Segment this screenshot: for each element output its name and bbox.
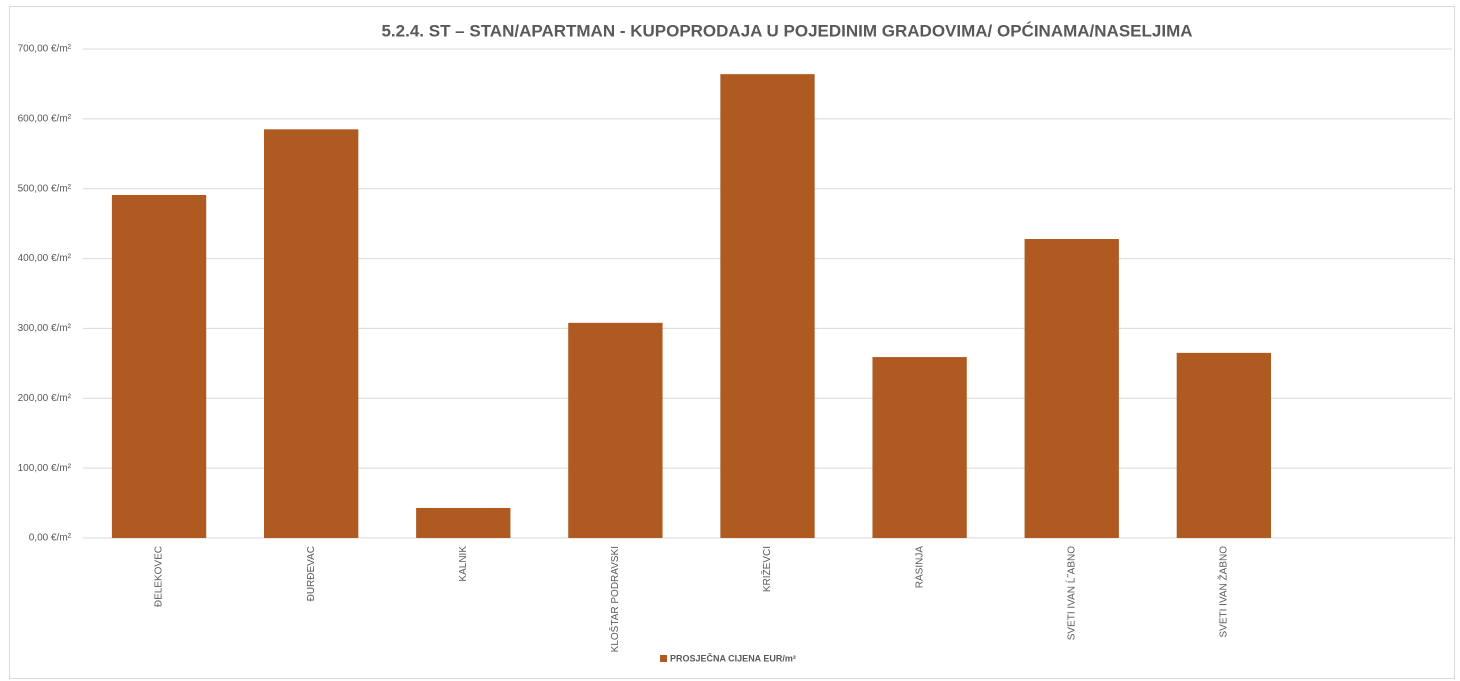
y-tick-label: 600,00 €/m² <box>18 113 72 124</box>
y-tick-label: 400,00 €/m² <box>18 253 72 264</box>
bar <box>1024 239 1119 539</box>
x-tick-label: SVETI IVAN ŽABNO <box>1216 546 1229 638</box>
y-tick-label: 700,00 €/m² <box>18 44 72 55</box>
x-tick-label: KALNIK <box>458 546 469 582</box>
bar <box>264 129 359 539</box>
legend-swatch <box>660 655 667 662</box>
x-tick-label: SVETI IVAN Ĺ˝ABNO <box>1064 546 1077 641</box>
x-tick-label: KLOŠTAR PODRAVSKI <box>608 546 621 652</box>
x-tick-label: RASINJA <box>914 546 925 589</box>
bar <box>111 195 207 538</box>
bar <box>720 74 815 539</box>
chart-title: 5.2.4. ST – STAN/APARTMAN - KUPOPRODAJA … <box>381 21 1192 40</box>
y-tick-label: 200,00 €/m² <box>18 393 72 404</box>
legend-label: PROSJEČNA CIJENA EUR/m² <box>670 652 796 663</box>
bar <box>416 507 511 538</box>
y-tick-label: 0,00 €/m² <box>29 533 72 544</box>
y-tick-label: 300,00 €/m² <box>18 323 72 334</box>
bar <box>872 357 967 538</box>
bar <box>1176 352 1271 538</box>
x-tick-label: KRIŽEVCI <box>760 546 773 592</box>
bar <box>568 322 663 538</box>
y-tick-label: 500,00 €/m² <box>18 183 72 194</box>
y-tick-label: 100,00 €/m² <box>18 463 72 474</box>
x-tick-label: ĐELEKOVEC <box>154 546 165 607</box>
x-tick-label: ĐURĐEVAC <box>306 546 317 601</box>
